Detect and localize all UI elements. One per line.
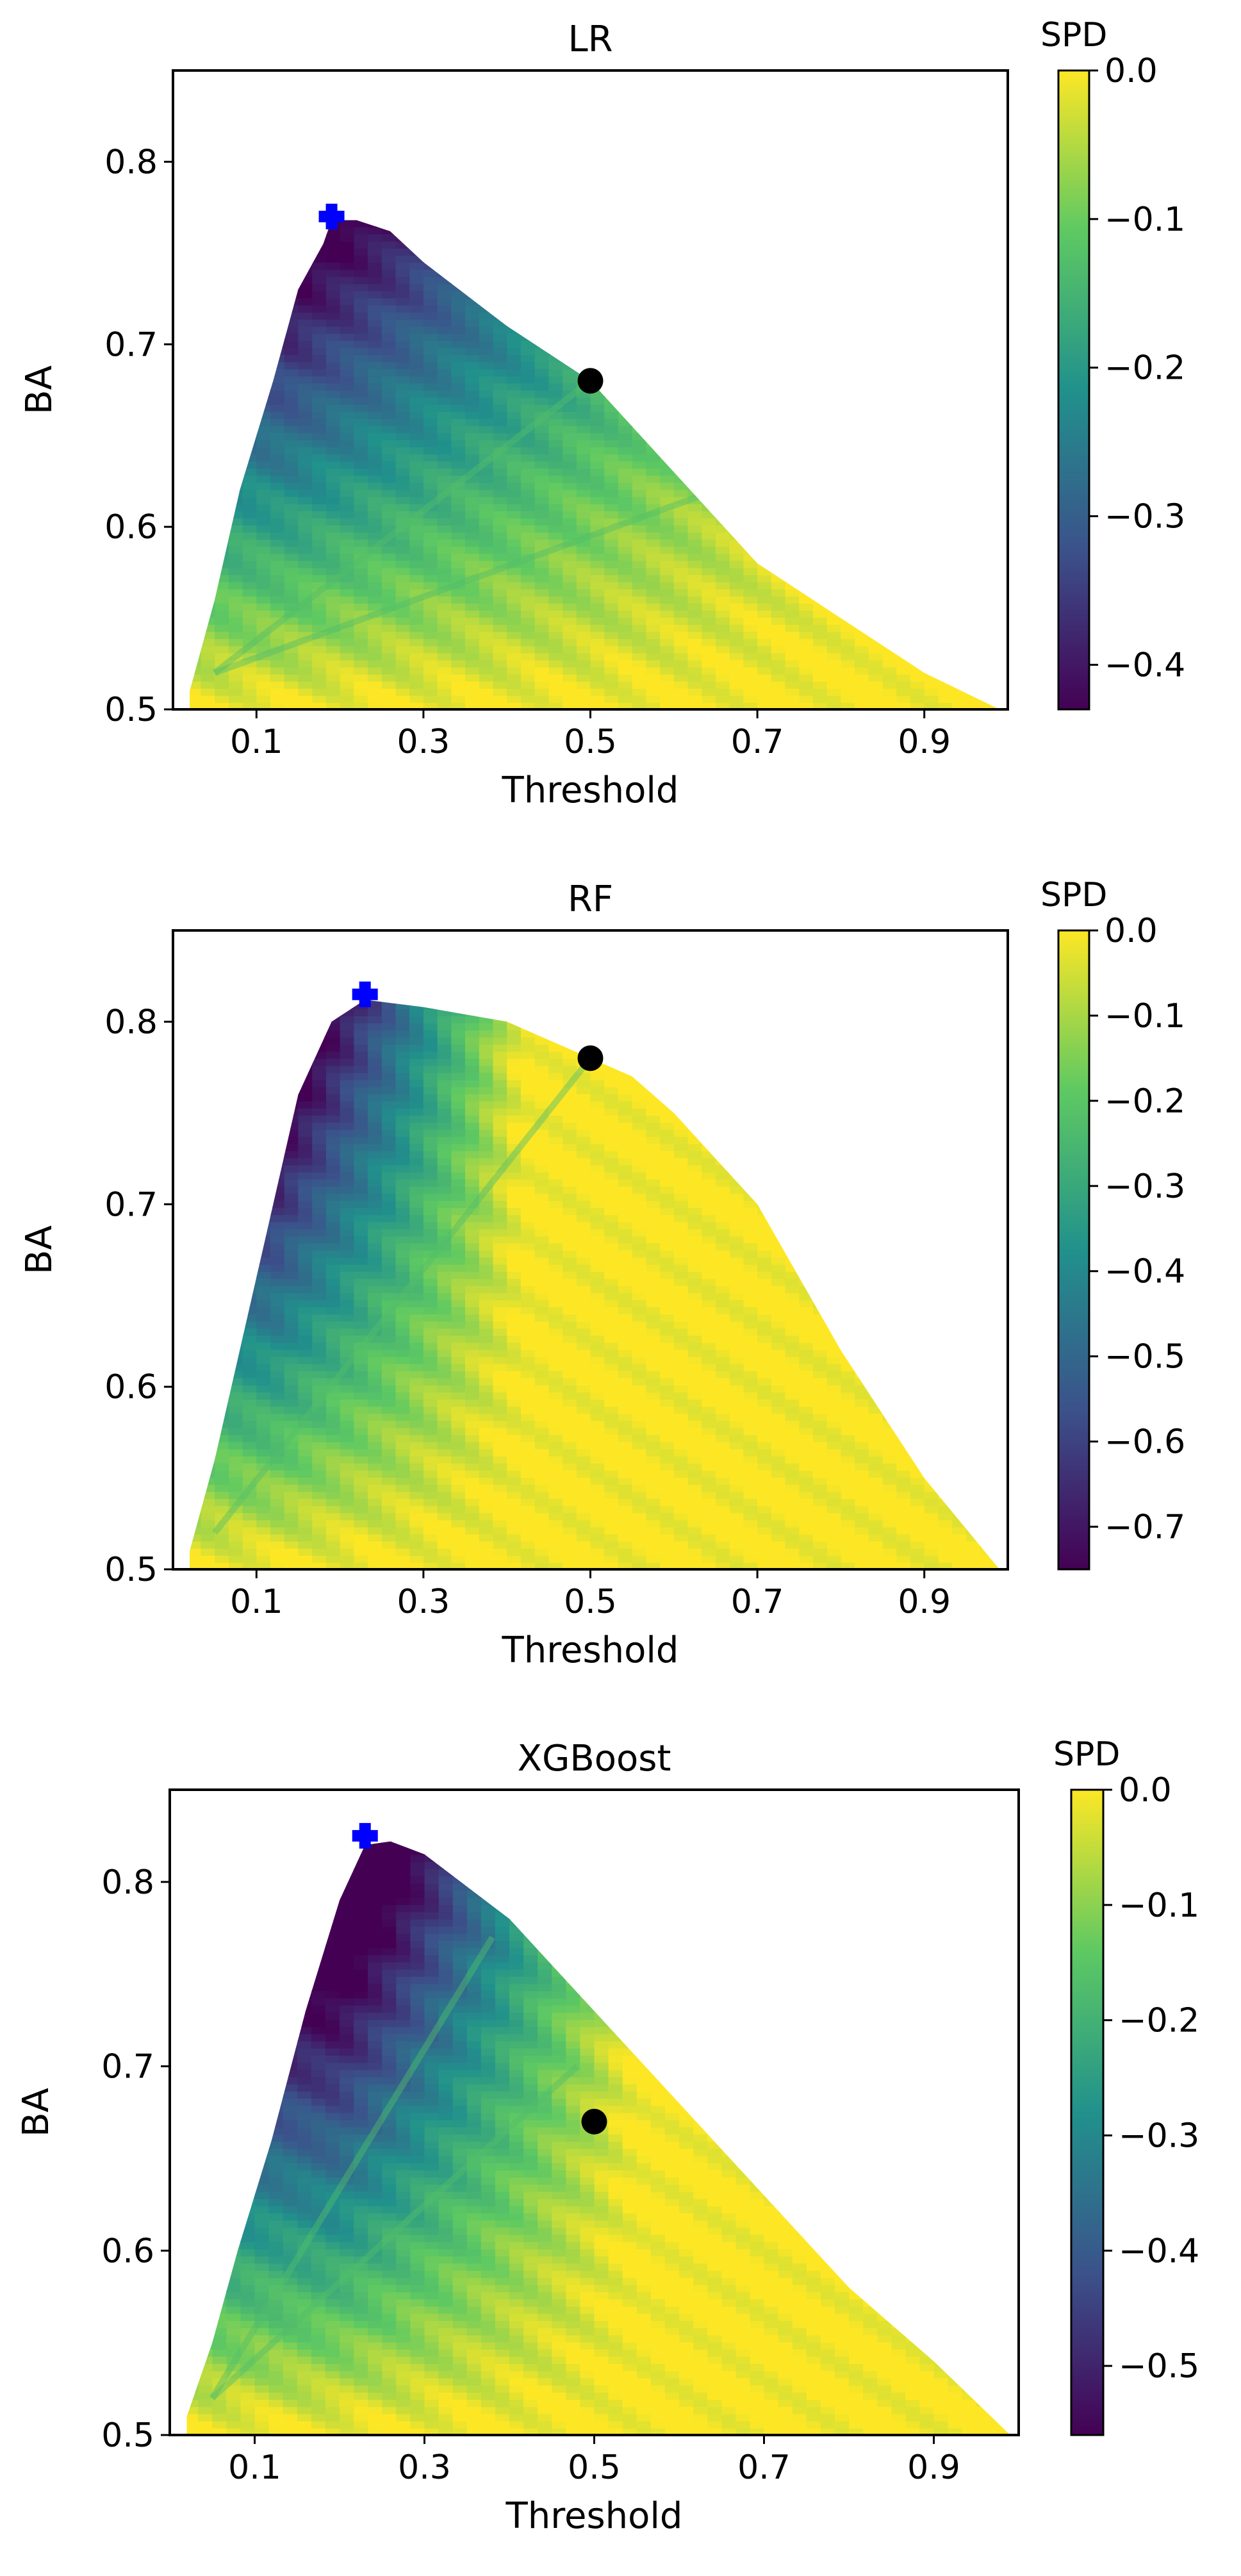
x-tick-label: 0.9 — [898, 1583, 951, 1621]
x-tick-label: 0.7 — [731, 723, 784, 761]
x-tick-label: 0.1 — [230, 1583, 283, 1621]
colorbar-tick-label: −0.3 — [1119, 2117, 1199, 2155]
chart-title: XGBoost — [518, 1738, 671, 1779]
chart-title: LR — [568, 19, 612, 60]
y-tick-label: 0.6 — [104, 508, 158, 547]
y-axis-label: BA — [19, 365, 60, 415]
streak — [212, 1056, 593, 1535]
colorbar-tick-label: −0.2 — [1105, 349, 1185, 388]
colorbar-tick-label: 0.0 — [1119, 1771, 1172, 1810]
colorbar-tick-label: −0.4 — [1105, 1253, 1185, 1291]
chart-title: RF — [568, 879, 613, 920]
x-tick-label: 0.9 — [898, 723, 951, 761]
optimal-threshold-marker — [352, 1822, 378, 1849]
colorbar-tick-label: −0.7 — [1105, 1508, 1185, 1547]
x-axis-label: Threshold — [505, 2495, 683, 2537]
colorbar — [1070, 1788, 1105, 2436]
colorbar-tick-label: −0.5 — [1119, 2347, 1199, 2386]
colorbar-tick-label: −0.4 — [1119, 2232, 1199, 2270]
y-tick-label: 0.5 — [104, 691, 158, 729]
y-tick-label: 0.5 — [104, 1551, 158, 1589]
y-tick-label: 0.8 — [101, 1863, 154, 1902]
default-threshold-marker — [577, 1045, 604, 1071]
y-axis-label: BA — [15, 2088, 57, 2137]
optimal-threshold-marker — [352, 981, 378, 1007]
optimal-threshold-marker — [318, 203, 345, 229]
colorbar-tick-label: −0.1 — [1119, 1887, 1199, 1925]
y-tick-label: 0.8 — [104, 1003, 158, 1041]
x-tick-label: 0.1 — [230, 723, 283, 761]
colorbar-tick-label: −0.1 — [1105, 201, 1185, 239]
colorbar-tick-label: −0.3 — [1105, 498, 1185, 536]
x-tick-label: 0.9 — [907, 2448, 960, 2487]
x-tick-label: 0.3 — [397, 1583, 450, 1621]
x-tick-label: 0.5 — [564, 723, 617, 761]
colorbar — [1057, 69, 1090, 711]
colorbar-tick-label: −0.4 — [1105, 646, 1185, 684]
default-threshold-marker — [581, 2108, 607, 2134]
x-axis-label: Threshold — [502, 1630, 679, 1671]
streak — [213, 378, 593, 675]
x-tick-label: 0.3 — [398, 2448, 451, 2487]
y-tick-label: 0.6 — [104, 1368, 158, 1407]
y-tick-label: 0.7 — [104, 326, 158, 364]
streak — [209, 1935, 495, 2400]
x-tick-label: 0.7 — [731, 1583, 784, 1621]
colorbar-tick-label: −0.2 — [1119, 2002, 1199, 2040]
colorbar-label: SPD — [1053, 1735, 1120, 1774]
colorbar-label: SPD — [1040, 16, 1107, 54]
y-tick-label: 0.7 — [101, 2048, 154, 2086]
fill-region — [190, 1000, 999, 1569]
colorbar-tick-label: 0.0 — [1105, 912, 1158, 950]
streak — [210, 2063, 580, 2401]
default-threshold-marker — [577, 368, 604, 394]
x-tick-label: 0.3 — [397, 723, 450, 761]
colorbar-tick-label: −0.6 — [1105, 1423, 1185, 1462]
colorbar-tick-label: −0.3 — [1105, 1168, 1185, 1206]
colorbar-tick-label: 0.0 — [1105, 52, 1158, 90]
x-axis-label: Threshold — [502, 770, 679, 811]
x-tick-label: 0.7 — [737, 2448, 791, 2487]
y-tick-label: 0.7 — [104, 1185, 158, 1224]
colorbar-tick-label: −0.1 — [1105, 997, 1185, 1036]
colorbar-tick-label: −0.2 — [1105, 1082, 1185, 1121]
y-tick-label: 0.5 — [101, 2416, 154, 2455]
colorbar — [1057, 929, 1090, 1571]
y-tick-label: 0.8 — [104, 143, 158, 181]
colorbar-tick-label: −0.5 — [1105, 1338, 1185, 1376]
x-tick-label: 0.5 — [564, 1583, 617, 1621]
x-tick-label: 0.5 — [568, 2448, 621, 2487]
streak — [213, 487, 717, 676]
colorbar-label: SPD — [1040, 876, 1107, 914]
y-axis-label: BA — [19, 1225, 60, 1275]
y-tick-label: 0.6 — [101, 2232, 154, 2270]
x-tick-label: 0.1 — [228, 2448, 281, 2487]
